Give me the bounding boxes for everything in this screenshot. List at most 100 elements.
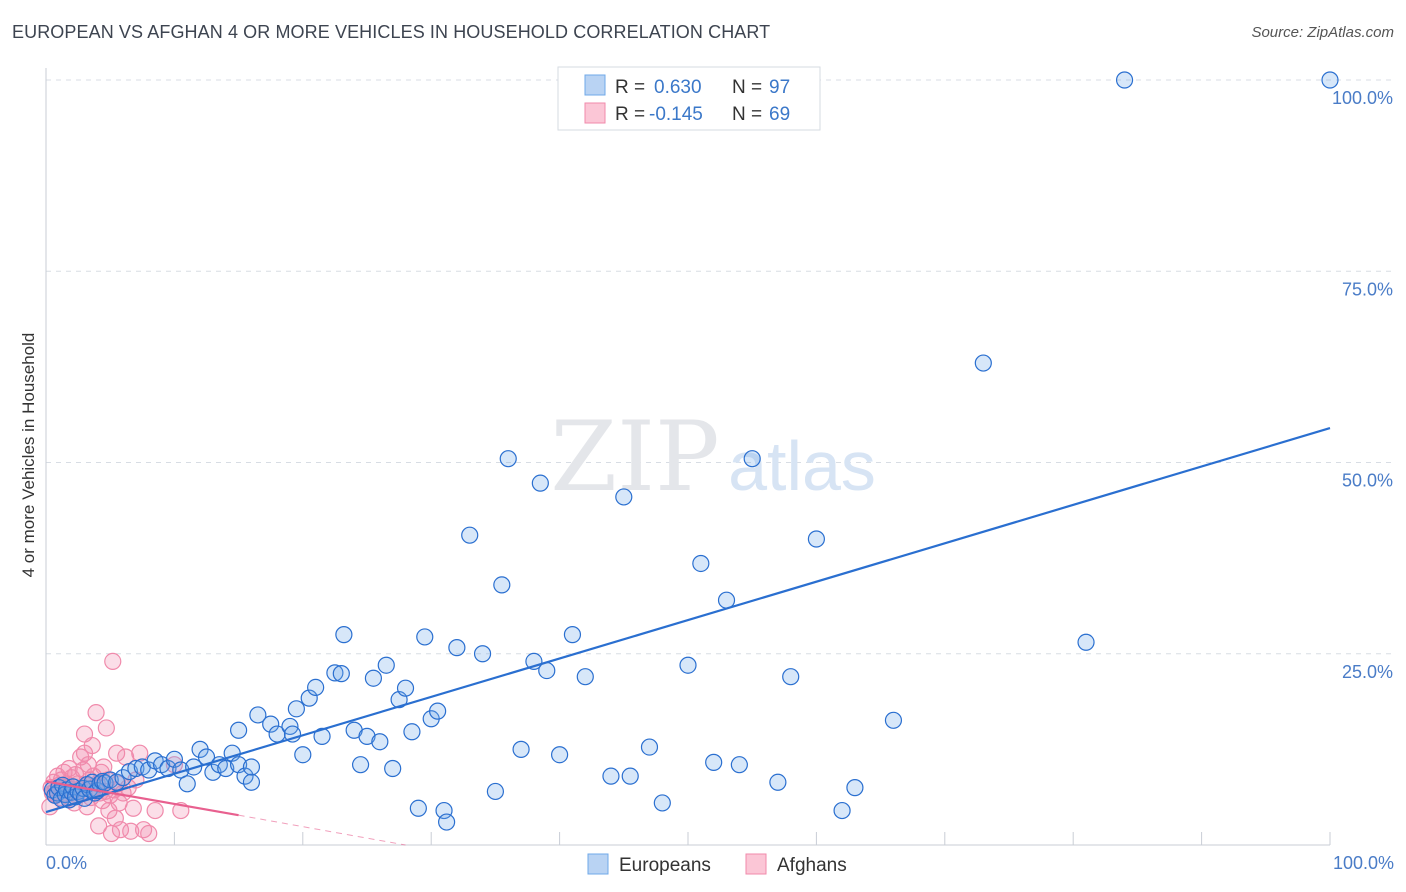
legend-r-value: -0.145 (649, 104, 703, 125)
legend-n-value: 69 (769, 104, 790, 125)
correlation-legend: R = 0.630 N = 97 R = -0.145 N = 69 (557, 66, 821, 131)
data-point (242, 758, 261, 776)
data-point (621, 767, 639, 785)
data-point (364, 669, 383, 687)
data-point (416, 628, 434, 646)
data-point (499, 450, 517, 468)
legend-label-afghans: Afghans (777, 855, 847, 876)
data-point (615, 488, 633, 506)
legend-swatch-afghans (584, 102, 606, 124)
watermark-atlas: atlas (728, 427, 876, 505)
data-point (679, 656, 697, 674)
data-point (692, 554, 710, 573)
data-point (409, 799, 427, 817)
watermark: ZIP atlas (550, 401, 876, 513)
data-point (512, 740, 530, 758)
data-point (358, 727, 376, 745)
data-point (127, 759, 145, 778)
data-point (743, 450, 761, 468)
data-point (705, 753, 723, 771)
europeans-trend-line (45, 427, 1331, 814)
data-point (807, 530, 826, 548)
data-point (846, 779, 864, 797)
y-tick-label: 100.0% (1332, 88, 1393, 108)
y-axis-label: 4 or more Vehicles in Household (19, 333, 38, 578)
data-point (550, 746, 569, 764)
data-point (974, 354, 992, 372)
trend-lines (45, 427, 1331, 846)
data-point (335, 626, 353, 644)
data-point (90, 817, 108, 835)
legend-label-europeans: Europeans (619, 855, 711, 876)
legend-r-value: 0.630 (654, 77, 702, 98)
legend-r-label: R = (615, 77, 645, 98)
chart-title: EUROPEAN VS AFGHAN 4 OR MORE VEHICLES IN… (12, 22, 771, 42)
legend-r-label: R = (615, 104, 645, 125)
data-point (307, 678, 325, 697)
afghans-trend-line (45, 780, 239, 817)
data-point (236, 767, 254, 785)
data-point (1115, 71, 1134, 89)
data-point (384, 759, 402, 778)
data-point (230, 721, 248, 739)
data-point (653, 794, 671, 812)
data-point (1077, 633, 1095, 651)
y-tick-label: 25.0% (1342, 662, 1393, 682)
data-point (122, 822, 140, 840)
data-point (178, 775, 196, 793)
data-point (493, 576, 511, 594)
data-point (242, 773, 261, 791)
legend-swatch-afghans (745, 853, 767, 875)
data-point (313, 727, 331, 745)
afghans-points (41, 652, 190, 843)
data-point (461, 526, 479, 544)
data-point (124, 799, 142, 817)
data-point (217, 759, 235, 778)
data-point (377, 656, 395, 674)
data-point (165, 750, 183, 768)
legend-n-label: N = (732, 77, 762, 98)
data-point (438, 813, 456, 831)
legend-swatch-europeans (584, 74, 606, 96)
legend-swatch-europeans (587, 853, 609, 875)
x-tick-label: 0.0% (46, 853, 87, 873)
data-point (884, 711, 903, 729)
data-point (97, 719, 115, 737)
legend-n-label: N = (732, 104, 762, 125)
data-point (300, 689, 318, 707)
data-point (287, 700, 305, 718)
data-point (730, 756, 748, 774)
gridlines (46, 79, 1394, 655)
data-point (1321, 71, 1339, 89)
data-point (140, 761, 158, 779)
legend-n-value: 97 (769, 77, 790, 98)
data-point (563, 626, 582, 644)
data-point (108, 744, 126, 762)
data-point (87, 704, 105, 722)
data-point (332, 665, 350, 683)
data-point (83, 736, 101, 755)
y-axis-title: 4 or more Vehicles in Household (19, 333, 38, 578)
data-point (782, 668, 800, 686)
data-point (833, 801, 851, 820)
x-tick-label: 100.0% (1333, 853, 1394, 873)
y-tick-label: 50.0% (1342, 471, 1393, 491)
data-point (396, 679, 415, 697)
data-point (249, 706, 267, 724)
data-point (114, 769, 132, 787)
axes (45, 68, 1331, 846)
data-point (371, 733, 389, 751)
data-point (403, 723, 421, 741)
data-point (140, 824, 158, 843)
data-point (448, 639, 466, 657)
source-label: Source: ZipAtlas.com (1251, 24, 1394, 41)
y-tick-label: 75.0% (1342, 279, 1393, 299)
afghans-trend-extension (238, 814, 406, 846)
watermark-zip: ZIP (550, 401, 719, 513)
data-point (262, 715, 280, 733)
data-point (576, 668, 594, 686)
data-point (429, 702, 447, 720)
data-point (486, 782, 504, 801)
data-point (294, 746, 312, 764)
data-point (146, 801, 164, 820)
